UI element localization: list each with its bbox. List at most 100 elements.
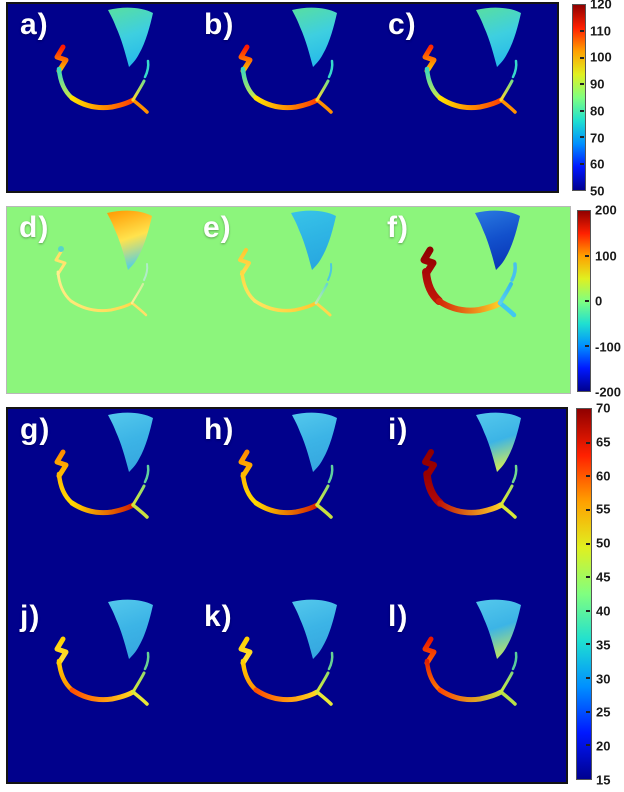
heatmap-svg bbox=[422, 412, 521, 519]
colorbar-tick-label: 70 bbox=[590, 130, 605, 146]
heatmap-svg bbox=[54, 210, 152, 317]
flap-shape bbox=[108, 7, 153, 68]
vessel-bottom-arc bbox=[253, 687, 320, 703]
colorbar-tick-label: 0 bbox=[595, 293, 603, 309]
heatmap-svg bbox=[238, 210, 336, 317]
flap-shape bbox=[291, 210, 336, 270]
vessel-tip bbox=[143, 651, 150, 671]
vessel-branch bbox=[315, 79, 330, 102]
panel-label: i) bbox=[388, 413, 409, 446]
vessel-bottom-arc bbox=[69, 687, 136, 703]
flap-shape bbox=[476, 7, 521, 68]
vessel-tip bbox=[327, 651, 334, 671]
flap-shape bbox=[108, 599, 153, 659]
vessel-spur bbox=[315, 503, 333, 519]
vessel-tip bbox=[511, 59, 518, 79]
panel-h: h) bbox=[196, 409, 381, 559]
vessel-spike bbox=[238, 449, 253, 479]
panel-label: c) bbox=[388, 8, 417, 41]
colorbar-gradient bbox=[572, 4, 586, 191]
panel-j: j) bbox=[12, 596, 197, 746]
vessel-branch bbox=[131, 484, 146, 507]
vessel-upper-arc bbox=[56, 471, 75, 506]
panel-d: d) bbox=[11, 207, 196, 357]
colorbar-gradient bbox=[577, 210, 591, 392]
heatmap-svg bbox=[422, 7, 521, 114]
colorbar-tickmark bbox=[586, 508, 590, 511]
panel-k: k) bbox=[196, 596, 381, 746]
panel-label: e) bbox=[203, 211, 232, 244]
vessel-tip bbox=[143, 59, 150, 79]
colorbar-middle: 200 100 0 -100 -200 bbox=[577, 204, 621, 399]
vessel-spike bbox=[422, 44, 437, 74]
vessel-upper-arc bbox=[240, 471, 259, 506]
panel-label: f) bbox=[387, 211, 409, 244]
panel-label: l) bbox=[388, 600, 409, 633]
vessel-tip bbox=[511, 464, 518, 484]
vessel-spur bbox=[131, 690, 149, 706]
colorbar-tick-label: 200 bbox=[595, 202, 617, 218]
vessel-tip bbox=[327, 464, 334, 484]
vessel-spur bbox=[315, 690, 333, 706]
colorbar-tickmark bbox=[580, 83, 584, 86]
vessel-spike bbox=[422, 636, 437, 666]
panel-c: c) bbox=[380, 4, 565, 154]
vessel-tip bbox=[143, 464, 150, 484]
vessel-upper-arc bbox=[240, 658, 259, 693]
colorbar-tick-label: 25 bbox=[596, 704, 611, 720]
flap-shape bbox=[292, 412, 337, 472]
vessel-spike bbox=[54, 636, 69, 666]
vessel-bottom-arc bbox=[69, 95, 136, 111]
vessel-branch bbox=[131, 671, 146, 694]
panel-l: l) bbox=[380, 596, 565, 746]
vessel-spike bbox=[422, 449, 437, 479]
flap-shape bbox=[292, 7, 337, 68]
vessel-bottom-arc bbox=[436, 298, 503, 314]
vessel-branch bbox=[499, 671, 514, 694]
colorbar-tickmark bbox=[580, 162, 584, 165]
colorbar-tick-label: 55 bbox=[596, 501, 611, 517]
vessel-upper-arc bbox=[240, 270, 257, 303]
flap-shape bbox=[107, 210, 152, 270]
colorbar-tick-labels: 200 100 0 -100 -200 bbox=[595, 204, 624, 399]
vessel-spur bbox=[131, 98, 149, 114]
vessel-upper-arc bbox=[424, 66, 443, 101]
panel-label: j) bbox=[20, 600, 41, 633]
colorbar-bottom: 70 65 60 55 50 45 40 35 30 25 20 15 bbox=[576, 402, 610, 787]
colorbar-tickmark bbox=[585, 345, 589, 347]
colorbar-tickmark bbox=[586, 542, 590, 545]
vessel-upper-arc bbox=[424, 658, 443, 693]
vessel-dot bbox=[58, 246, 64, 252]
colorbar-tick-labels: 70 65 60 55 50 45 40 35 30 25 20 15 bbox=[596, 402, 624, 787]
vessel-spur bbox=[499, 503, 517, 519]
vessel-spur bbox=[131, 503, 149, 519]
flap-shape bbox=[292, 599, 337, 659]
vessel-spur bbox=[497, 300, 517, 318]
vessel-spike bbox=[54, 449, 69, 479]
vessel-tip bbox=[143, 263, 149, 281]
colorbar-tickmark bbox=[585, 255, 589, 257]
vessel-spike bbox=[238, 44, 253, 74]
vessel-bottom-arc bbox=[69, 299, 134, 313]
colorbar-tick-label: 15 bbox=[596, 772, 611, 788]
vessel-spike bbox=[238, 248, 251, 276]
colorbar-tick-label: 30 bbox=[596, 671, 611, 687]
vessel-bottom-arc bbox=[437, 500, 504, 516]
panel-label: g) bbox=[20, 413, 51, 446]
heatmap-svg bbox=[422, 599, 521, 706]
panel-label: k) bbox=[204, 600, 233, 633]
vessel-bottom-arc bbox=[253, 500, 320, 516]
colorbar-tickmark bbox=[586, 475, 590, 478]
vessel-branch bbox=[131, 79, 146, 102]
vessel-bottom-arc bbox=[253, 95, 320, 111]
panel-a: a) bbox=[12, 4, 197, 154]
vessel-spike bbox=[54, 248, 67, 276]
heatmap-svg bbox=[54, 599, 153, 706]
colorbar-tick-label: 45 bbox=[596, 569, 611, 585]
flap-shape bbox=[476, 412, 521, 472]
colorbar-tick-label: 90 bbox=[590, 76, 605, 92]
vessel-upper-arc bbox=[423, 470, 444, 507]
colorbar-tick-label: 80 bbox=[590, 103, 605, 119]
vessel-branch bbox=[499, 484, 514, 507]
